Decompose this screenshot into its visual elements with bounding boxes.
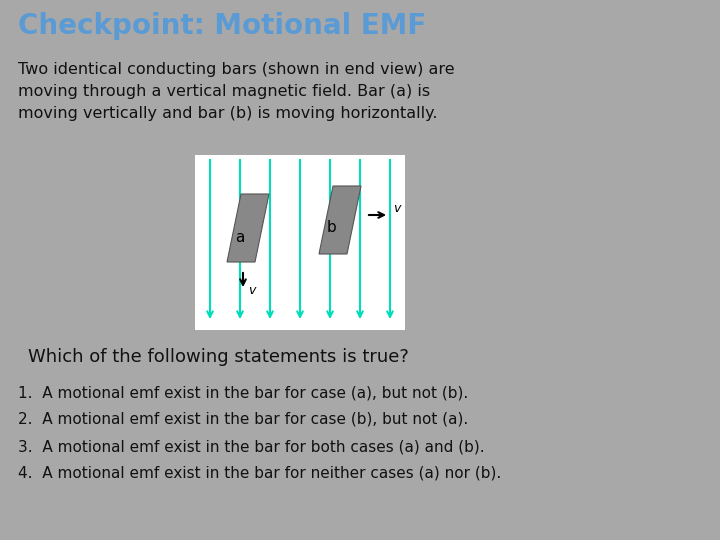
Text: Checkpoint: Motional EMF: Checkpoint: Motional EMF xyxy=(18,12,426,40)
Polygon shape xyxy=(227,194,269,262)
Text: 3.  A motional emf exist in the bar for both cases (a) and (b).: 3. A motional emf exist in the bar for b… xyxy=(18,439,485,454)
Text: 2.  A motional emf exist in the bar for case (b), but not (a).: 2. A motional emf exist in the bar for c… xyxy=(18,412,468,427)
Text: 4.  A motional emf exist in the bar for neither cases (a) nor (b).: 4. A motional emf exist in the bar for n… xyxy=(18,466,501,481)
Bar xyxy=(195,155,405,330)
Text: a: a xyxy=(235,231,245,246)
Text: Which of the following statements is true?: Which of the following statements is tru… xyxy=(28,348,409,366)
Polygon shape xyxy=(319,186,361,254)
Text: v: v xyxy=(248,284,256,296)
Text: v: v xyxy=(393,201,400,214)
Text: Two identical conducting bars (shown in end view) are
moving through a vertical : Two identical conducting bars (shown in … xyxy=(18,62,454,122)
Text: 1.  A motional emf exist in the bar for case (a), but not (b).: 1. A motional emf exist in the bar for c… xyxy=(18,385,468,400)
Text: b: b xyxy=(327,220,337,235)
